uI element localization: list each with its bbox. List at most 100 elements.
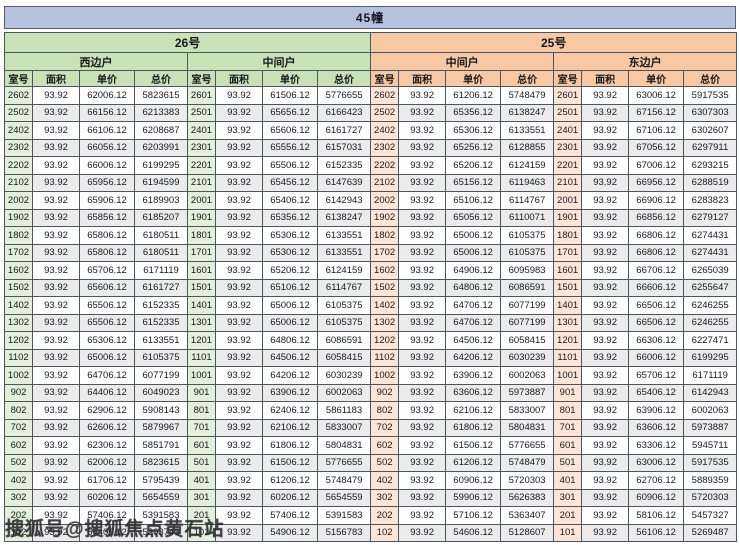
unit-price-cell: 60206.12 [79, 488, 135, 507]
unit-price-cell: 61506.12 [262, 86, 318, 105]
area-cell: 93.92 [32, 173, 80, 192]
room-cell: 2401 [553, 121, 583, 140]
total-price-cell: 6058415 [500, 331, 555, 350]
total-price-cell: 6147639 [316, 173, 372, 192]
total-price-cell: 6279127 [683, 208, 738, 227]
room-cell: 702 [370, 418, 400, 437]
total-price-cell: 6297911 [683, 138, 738, 157]
room-cell: 1702 [370, 243, 400, 262]
area-cell: 93.92 [215, 296, 263, 315]
room-cell: 602 [4, 436, 33, 455]
area-cell: 93.92 [398, 348, 447, 367]
unit-price-cell: 65406.12 [262, 191, 318, 210]
total-price-cell: 5776655 [500, 436, 555, 455]
total-price-cell: 6265039 [683, 261, 738, 280]
room-cell: 2202 [370, 156, 400, 175]
area-cell: 93.92 [581, 453, 630, 472]
total-price-cell: 6274431 [683, 226, 738, 245]
unit-price-cell: 65556.12 [262, 138, 318, 157]
total-price-cell: 6307303 [683, 103, 738, 122]
unit-price-cell: 65956.12 [79, 173, 135, 192]
area-cell: 93.92 [398, 366, 447, 385]
area-cell: 93.92 [581, 86, 630, 105]
area-cell: 93.92 [215, 523, 263, 542]
total-price-cell: 5908143 [134, 401, 188, 420]
total-price-cell: 5889359 [683, 471, 738, 490]
area-cell: 93.92 [215, 121, 263, 140]
room-cell: 1502 [370, 278, 400, 297]
area-cell: 93.92 [215, 156, 263, 175]
unit-price-cell: 60906.12 [628, 488, 685, 507]
area-cell: 93.92 [32, 488, 80, 507]
unit-price-cell: 62006.12 [79, 86, 135, 105]
area-cell: 93.92 [398, 121, 447, 140]
table-row: 1802 93.92 65806.12 6180511 1801 93.92 65306.1… [4, 226, 738, 245]
total-price-cell: 6086591 [316, 331, 372, 350]
unit-price-cell: 67106.12 [628, 121, 685, 140]
unit-type-header-2: 中间户 [370, 52, 555, 71]
area-cell: 93.92 [32, 156, 80, 175]
room-cell: 1302 [4, 313, 33, 332]
unit-price-cell: 65256.12 [445, 138, 502, 157]
total-price-cell: 6199295 [683, 348, 738, 367]
total-price-column-header: 总价 [316, 70, 372, 87]
unit-price-cell: 67056.12 [628, 138, 685, 157]
total-price-cell: 6105375 [500, 243, 555, 262]
unit-price-cell: 66806.12 [628, 226, 685, 245]
total-price-cell: 5823615 [134, 453, 188, 472]
total-price-cell: 6288519 [683, 173, 738, 192]
unit-price-cell: 65656.12 [262, 103, 318, 122]
total-price-cell: 5776655 [316, 453, 372, 472]
unit-price-cell: 64406.12 [79, 383, 135, 402]
unit-price-cell: 64706.12 [445, 296, 502, 315]
unit-price-cell: 64506.12 [445, 331, 502, 350]
area-cell: 93.92 [32, 418, 80, 437]
area-cell: 93.92 [215, 506, 263, 525]
total-price-cell: 6152335 [134, 296, 188, 315]
area-cell: 93.92 [32, 261, 80, 280]
total-price-cell: 5804831 [500, 418, 555, 437]
table-row: 2402 93.92 66106.12 6208687 2401 93.92 65606.1… [4, 121, 738, 140]
room-cell: 2601 [187, 86, 216, 105]
room-cell: 2602 [4, 86, 33, 105]
room-cell: 2101 [553, 173, 583, 192]
unit-type-header-0: 西边户 [4, 52, 188, 71]
room-cell: 1901 [187, 208, 216, 227]
room-cell: 502 [370, 453, 400, 472]
unit-price-cell: 62406.12 [262, 401, 318, 420]
area-cell: 93.92 [32, 348, 80, 367]
total-price-cell: 5156783 [316, 523, 372, 542]
area-column-header: 面积 [215, 70, 263, 87]
unit-price-cell: 65806.12 [79, 226, 135, 245]
room-column-header: 室号 [553, 70, 583, 87]
unit-price-cell: 66506.12 [628, 296, 685, 315]
unit-price-cell: 67156.12 [628, 103, 685, 122]
building-header-26: 26号 [3, 32, 372, 53]
unit-price-cell: 64206.12 [262, 366, 318, 385]
table-row: 602 93.92 62306.12 5851791 601 93.92 61806.12 5… [4, 436, 738, 455]
unit-price-cell: 62706.12 [628, 471, 685, 490]
room-cell: 801 [553, 401, 583, 420]
total-price-cell: 5720303 [683, 488, 738, 507]
unit-price-cell: 66106.12 [79, 121, 135, 140]
area-cell: 93.92 [398, 506, 447, 525]
table-row: 1402 93.92 65506.12 6152335 1401 93.92 65006.1… [4, 296, 738, 315]
total-price-cell: 6110071 [500, 208, 555, 227]
unit-price-cell: 65506.12 [79, 296, 135, 315]
table-row: 1902 93.92 65856.12 6185207 1901 93.92 65356.1… [4, 208, 738, 227]
table-row: 2102 93.92 65956.12 6194599 2101 93.92 65456.1… [4, 173, 738, 192]
room-cell: 302 [370, 488, 400, 507]
room-cell: 402 [370, 471, 400, 490]
unit-price-cell: 61806.12 [445, 418, 502, 437]
area-cell: 93.92 [215, 401, 263, 420]
room-cell: 702 [4, 418, 33, 437]
unit-price-cell: 65306.12 [262, 226, 318, 245]
room-cell: 1201 [187, 331, 216, 350]
total-price-cell: 5879967 [134, 418, 188, 437]
area-cell: 93.92 [581, 173, 630, 192]
total-price-cell: 6199295 [134, 156, 188, 175]
room-cell: 2501 [187, 103, 216, 122]
unit-price-cell: 66056.12 [79, 138, 135, 157]
unit-price-cell: 65306.12 [262, 243, 318, 262]
unit-price-cell: 62006.12 [79, 453, 135, 472]
